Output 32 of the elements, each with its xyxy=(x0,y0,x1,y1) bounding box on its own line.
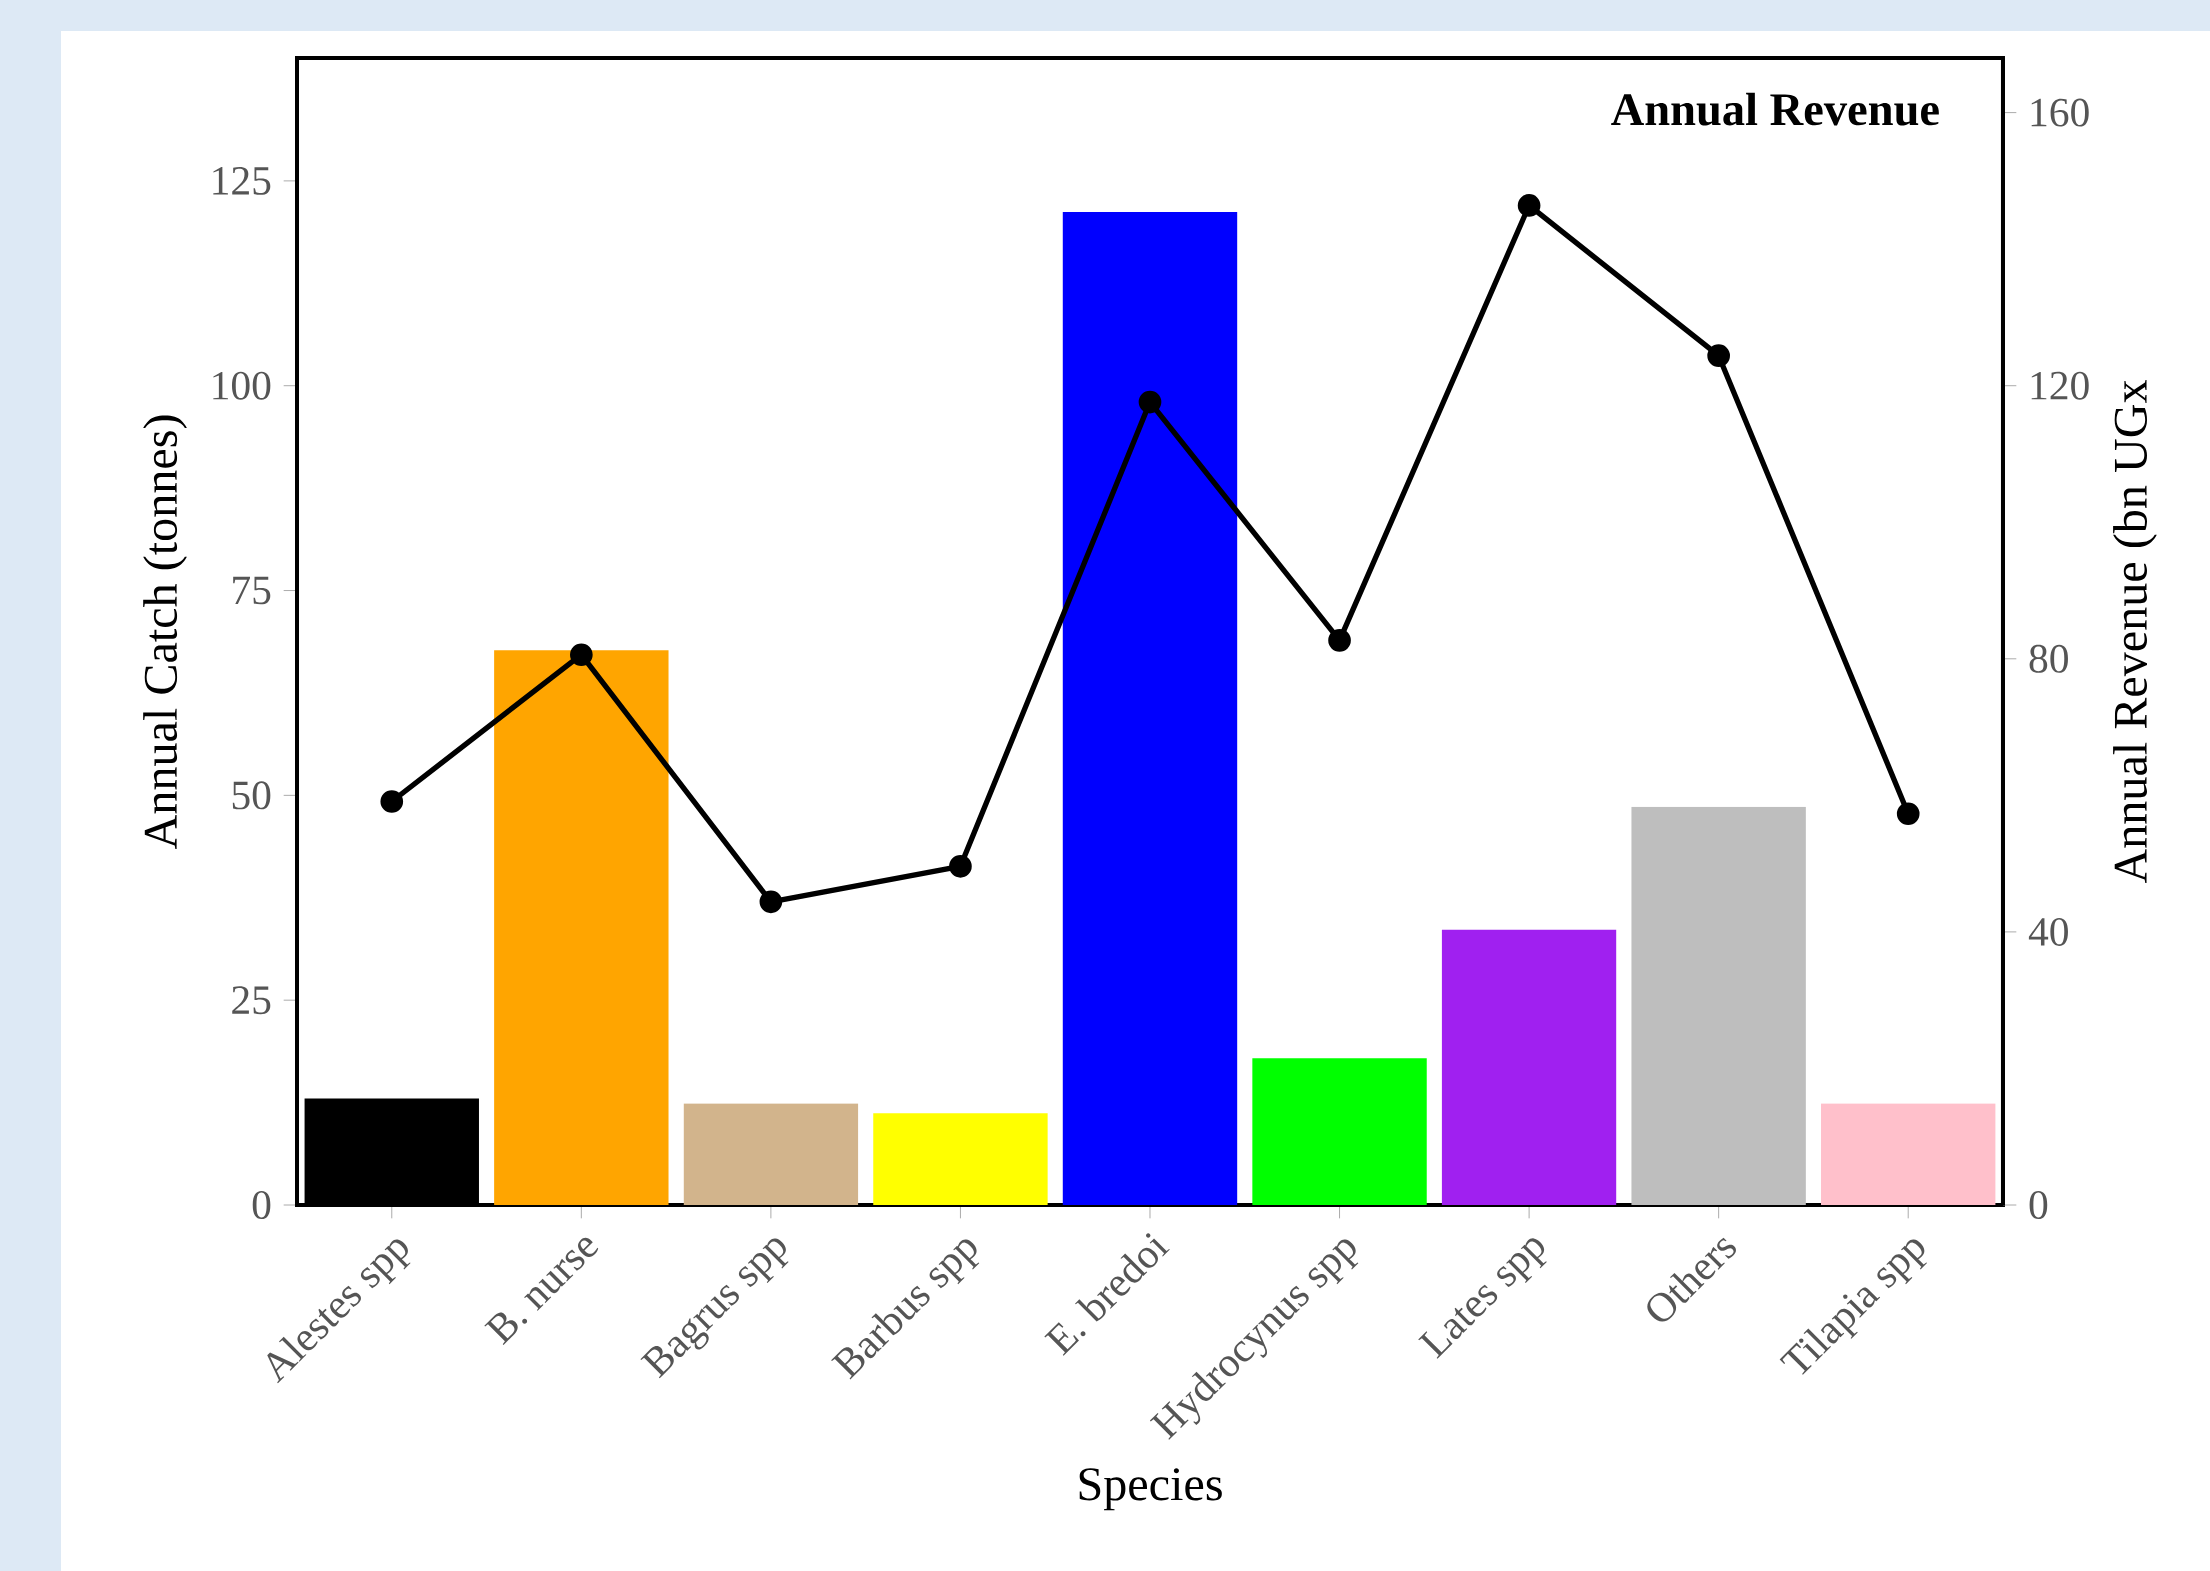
bar xyxy=(1441,929,1617,1205)
y-tick-label: 100 xyxy=(213,371,271,400)
y-tick-label: 0 xyxy=(252,1191,271,1220)
y-tick-label: 25 xyxy=(232,986,271,1015)
y-axis-title: Annual Catch (tonnes) xyxy=(143,415,187,849)
bar xyxy=(873,1113,1048,1205)
text: Annual Revenue xyxy=(1611,92,1939,126)
bar xyxy=(1631,806,1806,1205)
y2-axis-title: Annual Revenue (bn UGx xyxy=(2113,380,2157,884)
y2-tick-label: 80 xyxy=(2029,644,2068,673)
point xyxy=(759,890,783,914)
point xyxy=(1138,390,1162,414)
bar xyxy=(494,650,669,1205)
point xyxy=(380,790,404,813)
x-axis-title: Species xyxy=(1079,1468,1222,1511)
bar xyxy=(1062,212,1238,1205)
point xyxy=(570,643,593,667)
bar xyxy=(683,1103,859,1205)
y2-tick-label: 40 xyxy=(2028,917,2068,946)
point xyxy=(949,855,972,878)
y2-tick-label: 0 xyxy=(2029,1190,2048,1220)
y-tick-label: 75 xyxy=(233,576,271,605)
bar xyxy=(1821,1103,1996,1205)
point xyxy=(1896,802,1920,826)
bar xyxy=(1252,1058,1427,1205)
y-tick-label: 125 xyxy=(213,166,271,195)
point xyxy=(1707,344,1730,367)
point xyxy=(1517,194,1541,217)
y2-tick-label: 160 xyxy=(2031,98,2089,127)
y2-tick-label: 120 xyxy=(2031,371,2089,400)
point xyxy=(1328,629,1351,652)
y-tick-label: 50 xyxy=(232,781,271,810)
